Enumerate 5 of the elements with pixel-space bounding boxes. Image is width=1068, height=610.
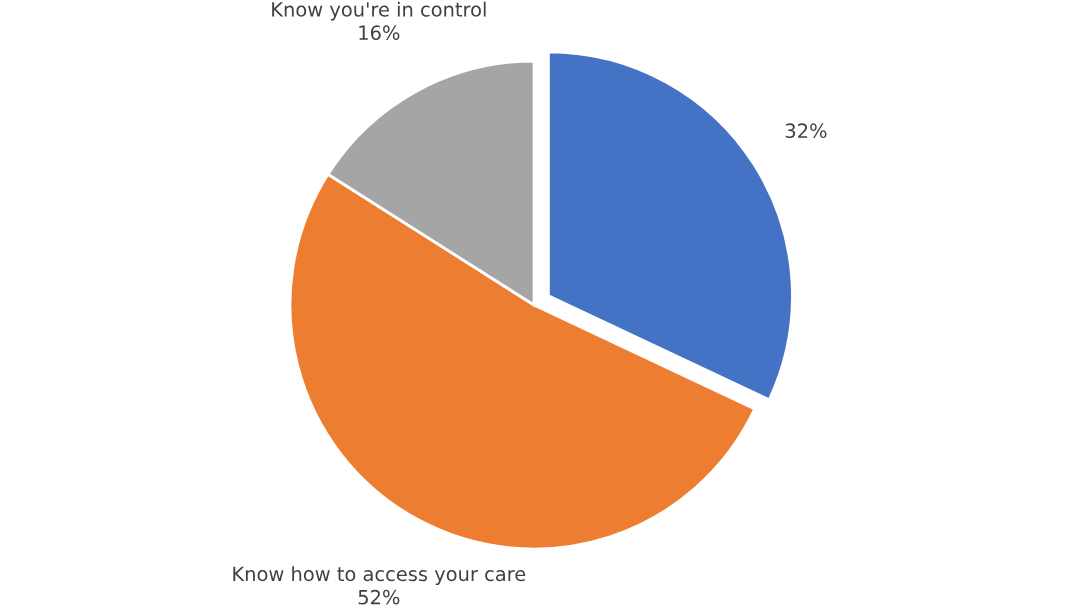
slice-label: Know you're in control: [272, 1, 486, 21]
data-label: 52%: [358, 589, 400, 605]
data-label: 32%: [785, 123, 827, 139]
slice-label: Know how to access your care: [233, 566, 526, 586]
data-label: 16%: [359, 25, 400, 41]
